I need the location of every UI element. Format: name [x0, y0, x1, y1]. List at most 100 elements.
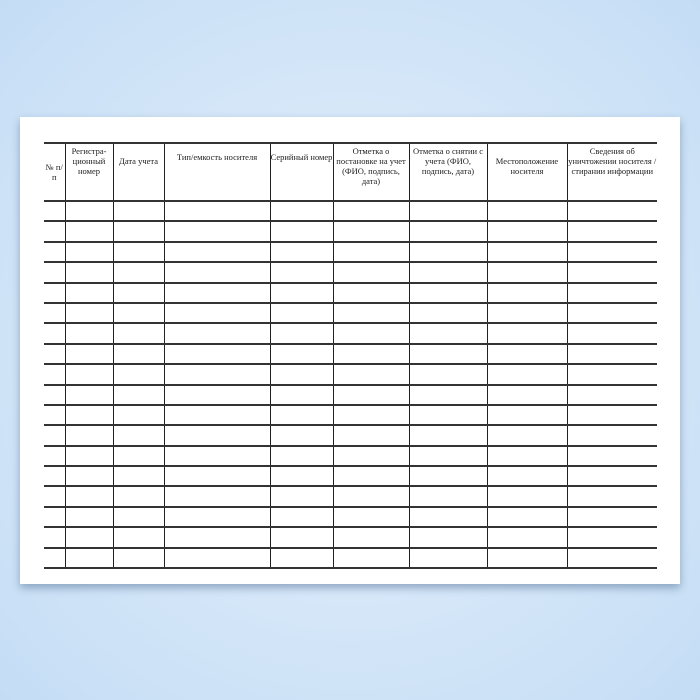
table-cell	[163, 343, 271, 366]
table-row	[44, 486, 657, 508]
table-cell	[64, 404, 114, 427]
table-cell	[332, 404, 410, 427]
table-cell	[112, 506, 165, 529]
table-cell	[112, 425, 165, 447]
table-cell	[163, 445, 271, 468]
table-cell	[112, 221, 165, 243]
table-cell	[163, 262, 271, 284]
col-date: Дата учета	[112, 142, 165, 202]
table-cell	[408, 221, 488, 243]
table-cell	[112, 466, 165, 488]
table-cell	[408, 343, 488, 366]
table-cell	[408, 262, 488, 284]
table-cell	[64, 323, 114, 345]
table-cell	[408, 486, 488, 508]
table-cell	[486, 302, 568, 325]
table-cell	[566, 221, 657, 243]
table-cell	[332, 364, 410, 386]
table-cell	[44, 425, 66, 447]
table-cell	[112, 527, 165, 549]
table-cell	[408, 364, 488, 386]
table-cell	[566, 466, 657, 488]
table-cell	[64, 262, 114, 284]
table-cell	[64, 364, 114, 386]
table-cell	[566, 384, 657, 406]
table-cell	[269, 466, 334, 488]
table-cell	[486, 384, 568, 406]
table-cell	[44, 201, 66, 223]
table-cell	[566, 282, 657, 304]
table-cell	[163, 466, 271, 488]
table-cell	[486, 221, 568, 243]
table-cell	[332, 262, 410, 284]
table-cell	[566, 343, 657, 366]
table-cell	[112, 323, 165, 345]
table-cell	[64, 302, 114, 325]
table-cell	[486, 547, 568, 570]
table-row	[44, 262, 657, 284]
table-cell	[269, 384, 334, 406]
table-row	[44, 404, 657, 427]
table-cell	[64, 425, 114, 447]
table-cell	[64, 506, 114, 529]
table-cell	[112, 343, 165, 366]
col-deregistration-mark: Отметка о снятии с учета (ФИО, подпись, …	[408, 142, 488, 202]
table-cell	[64, 384, 114, 406]
table-cell	[566, 404, 657, 427]
table-cell	[44, 364, 66, 386]
table-cell	[269, 425, 334, 447]
col-type-capacity: Тип/емкость носителя	[163, 142, 271, 202]
table-cell	[408, 506, 488, 529]
table-cell	[486, 527, 568, 549]
table-cell	[112, 445, 165, 468]
table-cell	[163, 302, 271, 325]
table-cell	[269, 262, 334, 284]
table-row	[44, 445, 657, 468]
table-cell	[64, 547, 114, 570]
table-cell	[566, 547, 657, 570]
table-row	[44, 241, 657, 264]
table-cell	[486, 486, 568, 508]
table-cell	[486, 323, 568, 345]
table-cell	[64, 241, 114, 264]
table-cell	[44, 547, 66, 570]
table-cell	[163, 241, 271, 264]
table-cell	[163, 547, 271, 570]
table-cell	[566, 506, 657, 529]
table-cell	[64, 201, 114, 223]
table-cell	[332, 201, 410, 223]
table-cell	[332, 282, 410, 304]
col-destruction-info: Сведения об уничтожении носителя /стиран…	[566, 142, 657, 202]
table-cell	[486, 262, 568, 284]
table-cell	[408, 241, 488, 264]
table-cell	[112, 201, 165, 223]
table-cell	[269, 343, 334, 366]
table-cell	[486, 201, 568, 223]
table-row	[44, 201, 657, 223]
table-cell	[163, 364, 271, 386]
col-serial: Серийный номер	[269, 142, 334, 202]
table-cell	[163, 486, 271, 508]
table-cell	[112, 282, 165, 304]
table-cell	[566, 241, 657, 264]
table-row	[44, 302, 657, 325]
table-cell	[44, 527, 66, 549]
table-cell	[566, 486, 657, 508]
table-cell	[269, 404, 334, 427]
table-cell	[163, 201, 271, 223]
table-row	[44, 466, 657, 488]
table-cell	[44, 262, 66, 284]
table-cell	[332, 466, 410, 488]
table-cell	[408, 466, 488, 488]
table-cell	[44, 241, 66, 264]
table-cell	[269, 445, 334, 468]
table-cell	[486, 241, 568, 264]
table-cell	[163, 527, 271, 549]
table-cell	[332, 221, 410, 243]
table-cell	[566, 262, 657, 284]
table-cell	[44, 343, 66, 366]
table-row	[44, 282, 657, 304]
table-cell	[408, 404, 488, 427]
table-cell	[408, 384, 488, 406]
table-cell	[44, 506, 66, 529]
